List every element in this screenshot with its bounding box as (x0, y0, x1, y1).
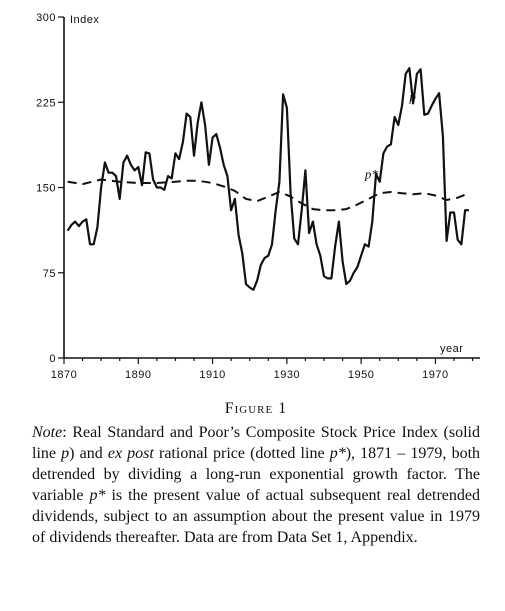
note-text: ), 1871 – 1979, both detrended by dividi… (32, 445, 481, 504)
x-tick-label: 1870 (51, 369, 77, 381)
series-line-p-star (67, 178, 470, 212)
x-axis-title: year (440, 343, 463, 355)
note-text: is the present value of actual subsequen… (32, 487, 480, 546)
series-layer (66, 67, 470, 291)
figure-caption: Figure 1 Note: Real Standard and Poor’s … (32, 400, 480, 548)
x-tick-label: 1910 (199, 369, 225, 381)
x-tick-label: 1930 (274, 369, 300, 381)
note-body: : Real Standard and Poor’s Composite Sto… (32, 424, 480, 546)
x-axis-ticks: 1870 1890 1910 1930 1950 1970 (51, 358, 474, 381)
note-italic-term: p* (89, 487, 106, 504)
figure-note: Note: Real Standard and Poor’s Composite… (32, 422, 480, 548)
figure-title: Figure 1 (224, 400, 288, 417)
series-label-p-star: p* (364, 166, 379, 181)
series-line-p (66, 67, 469, 291)
note-italic-term: p* (329, 445, 346, 462)
x-tick-label: 1950 (348, 369, 374, 381)
series-label-p: p (408, 89, 416, 104)
chart-axes (63, 17, 480, 359)
y-axis-ticks: 0 75 150 225 300 (36, 12, 64, 365)
x-tick-label: 1970 (422, 369, 448, 381)
y-tick-label: 300 (36, 12, 56, 24)
y-tick-label: 225 (36, 97, 56, 109)
note-text: : Real Standard and Poor’s Composite Sto… (32, 424, 480, 462)
x-tick-label: 1890 (125, 369, 151, 381)
y-tick-label: 150 (36, 183, 56, 195)
series-labels: p p* (364, 89, 417, 181)
note-text: rational price (dotted line (153, 445, 330, 462)
y-tick-label: 75 (43, 268, 56, 280)
note-italic-term: p (61, 445, 70, 462)
note-italic-term: ex post (107, 445, 154, 462)
note-lead: Note (32, 424, 63, 441)
y-axis-title: Index (70, 14, 99, 26)
note-text: ) and (69, 445, 108, 462)
y-tick-label: 0 (49, 353, 56, 365)
